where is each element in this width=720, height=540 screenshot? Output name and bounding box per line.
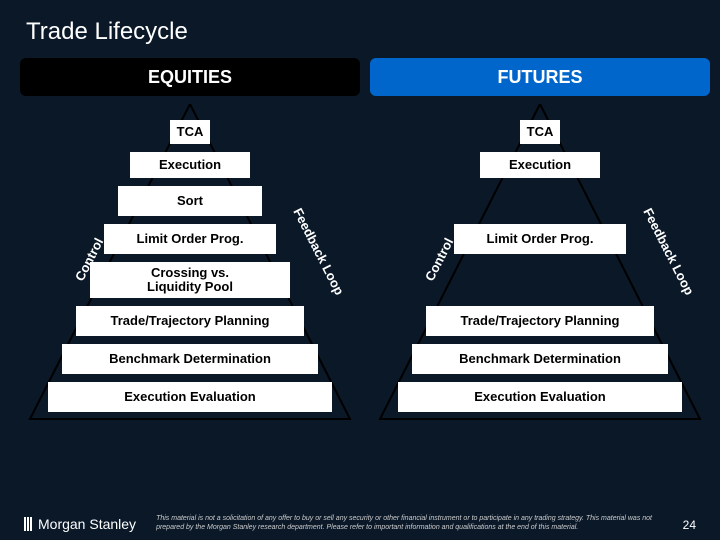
futures-header: FUTURES <box>370 58 710 96</box>
pyramid-layer: TCA <box>170 120 210 144</box>
equities-header: EQUITIES <box>20 58 360 96</box>
pyramid-layer: Execution <box>130 152 250 178</box>
logo: Morgan Stanley <box>24 516 136 532</box>
pyramid-layer: Benchmark Determination <box>412 344 668 374</box>
page-number: 24 <box>683 518 696 532</box>
futures-column: FUTURES Control Feedback Loop TCAExecuti… <box>370 58 710 464</box>
pyramid-layer: Execution Evaluation <box>398 382 682 412</box>
pyramid-layer: Sort <box>118 186 262 216</box>
equities-column: EQUITIES Control Feedback Loop TCAExecut… <box>20 58 360 464</box>
equities-pyramid: Control Feedback Loop TCAExecutionSortLi… <box>20 104 360 464</box>
disclaimer-text: This material is not a solicitation of a… <box>136 515 683 532</box>
futures-pyramid: Control Feedback Loop TCAExecutionLimit … <box>370 104 710 464</box>
pyramid-layer: Trade/Trajectory Planning <box>426 306 654 336</box>
pyramid-layer: Benchmark Determination <box>62 344 318 374</box>
pyramid-layer: Limit Order Prog. <box>454 224 626 254</box>
footer: Morgan Stanley This material is not a so… <box>0 515 720 532</box>
pyramid-layer: Limit Order Prog. <box>104 224 276 254</box>
columns-container: EQUITIES Control Feedback Loop TCAExecut… <box>0 46 720 464</box>
pyramid-layer: Crossing vs.Liquidity Pool <box>90 262 290 298</box>
logo-text: Morgan Stanley <box>38 516 136 532</box>
logo-bars-icon <box>24 517 32 531</box>
page-title: Trade Lifecycle <box>0 0 720 46</box>
pyramid-layer: Execution <box>480 152 600 178</box>
pyramid-layer: Execution Evaluation <box>48 382 332 412</box>
pyramid-layer: TCA <box>520 120 560 144</box>
pyramid-layer: Trade/Trajectory Planning <box>76 306 304 336</box>
